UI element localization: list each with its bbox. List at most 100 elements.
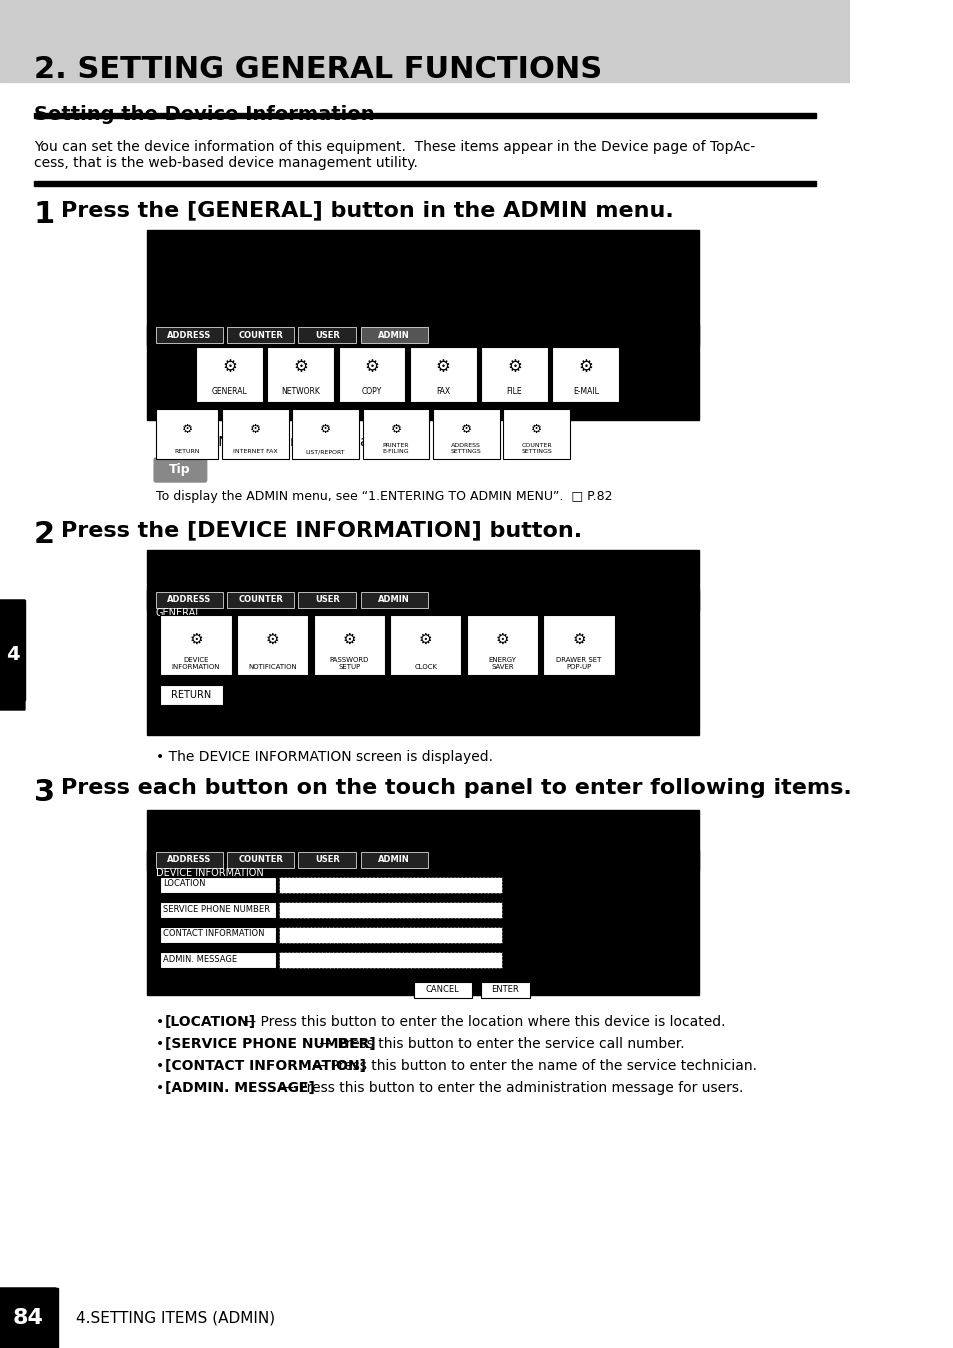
Text: ADMIN: ADMIN <box>378 856 410 864</box>
Bar <box>147 325 699 345</box>
FancyBboxPatch shape <box>0 600 25 710</box>
Bar <box>278 952 501 968</box>
Text: USER: USER <box>314 596 339 604</box>
Text: ⚙: ⚙ <box>293 357 308 376</box>
Text: ADDRESS: ADDRESS <box>167 856 212 864</box>
Text: — Press this button to enter the name of the service technician.: — Press this button to enter the name of… <box>308 1060 757 1073</box>
Bar <box>160 685 222 705</box>
Text: ⚙: ⚙ <box>266 631 279 647</box>
Text: 3: 3 <box>33 778 55 807</box>
Bar <box>298 328 356 342</box>
Bar <box>0 1287 849 1348</box>
Text: ⚙: ⚙ <box>390 422 401 435</box>
Bar <box>147 851 699 869</box>
Bar <box>155 852 222 868</box>
Bar <box>410 346 476 402</box>
Bar <box>33 181 815 186</box>
Text: ⚙: ⚙ <box>319 422 331 435</box>
Text: ⚙: ⚙ <box>531 422 542 435</box>
Text: E-MAIL: E-MAIL <box>572 387 598 396</box>
Bar <box>314 615 384 675</box>
Text: • The DEVICE INFORMATION screen is displayed.: • The DEVICE INFORMATION screen is displ… <box>155 749 493 764</box>
Bar <box>155 408 218 460</box>
Text: COUNTER: COUNTER <box>238 596 283 604</box>
Text: 2: 2 <box>33 520 55 549</box>
Text: FILE: FILE <box>506 387 521 396</box>
Text: PASSWORD
SETUP: PASSWORD SETUP <box>329 656 369 670</box>
Text: CLOCK: CLOCK <box>414 665 436 670</box>
Bar <box>503 408 570 460</box>
Bar <box>267 346 334 402</box>
Text: USER: USER <box>314 330 339 340</box>
Text: ⚙: ⚙ <box>506 357 521 376</box>
Text: DEVICE
INFORMATION: DEVICE INFORMATION <box>172 656 220 670</box>
Text: ⚙: ⚙ <box>181 422 193 435</box>
Text: INTERNET FAX: INTERNET FAX <box>233 449 277 454</box>
Text: 4.SETTING ITEMS (ADMIN): 4.SETTING ITEMS (ADMIN) <box>75 1310 274 1325</box>
Bar <box>147 590 699 611</box>
Text: You can set the device information of this equipment.  These items appear in the: You can set the device information of th… <box>33 140 755 170</box>
Text: PRINTER
E-FILING: PRINTER E-FILING <box>382 443 409 454</box>
Text: GENERAL: GENERAL <box>212 387 247 396</box>
Text: Press each button on the touch panel to enter following items.: Press each button on the touch panel to … <box>61 778 850 798</box>
Text: [SERVICE PHONE NUMBER]: [SERVICE PHONE NUMBER] <box>165 1037 375 1051</box>
Text: 4: 4 <box>6 646 19 665</box>
Bar <box>414 981 472 998</box>
Bar <box>160 927 275 944</box>
Bar <box>480 981 530 998</box>
FancyBboxPatch shape <box>154 458 207 483</box>
Bar <box>360 592 427 608</box>
Bar <box>147 231 699 421</box>
Text: ADMIN: ADMIN <box>378 596 410 604</box>
Text: NOTIFICATION: NOTIFICATION <box>248 665 296 670</box>
Bar <box>227 328 294 342</box>
Text: ⚙: ⚙ <box>189 631 203 647</box>
Text: CONTACT INFORMATION: CONTACT INFORMATION <box>163 930 264 938</box>
Bar <box>0 0 849 82</box>
Text: [ADMIN. MESSAGE]: [ADMIN. MESSAGE] <box>165 1081 314 1095</box>
Text: LIST/REPORT: LIST/REPORT <box>306 449 345 454</box>
Text: ADMIN. MESSAGE: ADMIN. MESSAGE <box>163 954 237 964</box>
Bar <box>298 852 356 868</box>
Text: COPY: COPY <box>361 387 381 396</box>
Text: DRAWER SET
POP-UP: DRAWER SET POP-UP <box>556 656 601 670</box>
Text: ⚙: ⚙ <box>572 631 585 647</box>
Text: ⚙: ⚙ <box>496 631 509 647</box>
Text: USER: USER <box>314 856 339 864</box>
Bar <box>466 615 537 675</box>
Bar <box>0 600 25 700</box>
Text: • The GENERAL menu is displayed.: • The GENERAL menu is displayed. <box>155 435 398 449</box>
Bar <box>0 1287 58 1348</box>
Bar <box>236 615 308 675</box>
Bar <box>433 408 499 460</box>
Bar <box>278 902 501 918</box>
Text: ⚙: ⚙ <box>250 422 260 435</box>
Text: •: • <box>155 1060 169 1073</box>
Text: ⚙: ⚙ <box>342 631 355 647</box>
Text: Press the [GENERAL] button in the ADMIN menu.: Press the [GENERAL] button in the ADMIN … <box>61 200 673 220</box>
Text: CANCEL: CANCEL <box>425 985 459 995</box>
Bar <box>552 346 618 402</box>
Text: DEVICE INFORMATION: DEVICE INFORMATION <box>155 868 263 878</box>
Text: ⚙: ⚙ <box>578 357 593 376</box>
Text: GENERAL: GENERAL <box>155 608 201 617</box>
Text: FAX: FAX <box>436 387 450 396</box>
Text: ⚙: ⚙ <box>222 357 236 376</box>
Text: LOCATION: LOCATION <box>163 879 205 888</box>
Bar <box>278 878 501 892</box>
Text: •: • <box>155 1037 169 1051</box>
Text: — Press this button to enter the location where this device is located.: — Press this button to enter the locatio… <box>237 1015 724 1029</box>
Text: ADDRESS: ADDRESS <box>167 596 212 604</box>
Text: RETURN: RETURN <box>174 449 199 454</box>
Text: •: • <box>155 1015 169 1029</box>
Bar <box>292 408 358 460</box>
Bar <box>147 810 699 995</box>
Text: — Press this button to enter the administration message for users.: — Press this button to enter the adminis… <box>276 1081 743 1095</box>
Text: ADMIN: ADMIN <box>378 330 410 340</box>
Text: ⚙: ⚙ <box>436 357 450 376</box>
Bar <box>147 550 699 735</box>
Text: ENTER: ENTER <box>491 985 518 995</box>
Text: •: • <box>155 1081 169 1095</box>
Text: COUNTER
SETTINGS: COUNTER SETTINGS <box>521 443 552 454</box>
Text: SERVICE PHONE NUMBER: SERVICE PHONE NUMBER <box>163 905 270 914</box>
